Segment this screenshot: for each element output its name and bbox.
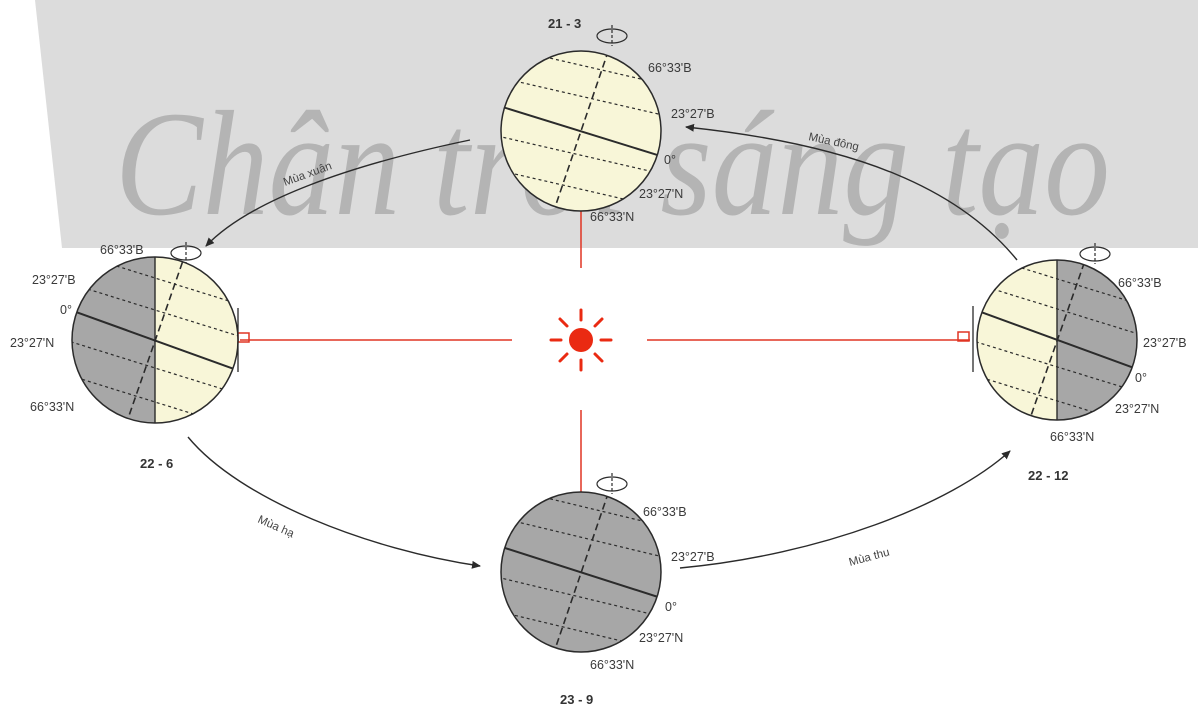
lat-label-arctic: 66°33'B	[100, 243, 144, 257]
earth-dec22: 22 - 12 66°33'B 23°27'B 0° 23°27'N 66°33…	[972, 243, 1187, 483]
lat-label-tropic-south: 23°27'N	[1115, 402, 1159, 416]
right-angle-dec22	[957, 331, 970, 342]
tropic-north-line	[501, 512, 661, 562]
lat-label-equator: 0°	[665, 600, 677, 614]
lat-label-antarctic: 66°33'N	[30, 400, 74, 414]
lat-label-antarctic: 66°33'N	[590, 210, 634, 224]
arctic-circle-line	[501, 51, 661, 89]
lat-label-antarctic: 66°33'N	[590, 658, 634, 672]
orbit-arrows	[187, 123, 1018, 569]
earth-mar21: 21 - 3 66°33'B 23°27'B 0° 23°27'N 66°33'…	[500, 16, 715, 224]
lat-label-tropic-north: 23°27'B	[32, 273, 76, 287]
lat-label-equator: 0°	[60, 303, 72, 317]
equator-line	[501, 99, 661, 163]
arctic-circle-line	[501, 492, 661, 531]
tropic-north-line	[501, 72, 661, 120]
date-label: 22 - 6	[140, 456, 173, 471]
earth-axis	[549, 51, 613, 211]
lat-label-tropic-south: 23°27'N	[639, 631, 683, 645]
lat-label-equator: 0°	[664, 153, 676, 167]
tropic-south-line	[501, 572, 661, 622]
orbit-arrow-autumn	[679, 450, 1011, 569]
lat-label-equator: 0°	[1135, 371, 1147, 385]
lat-label-tropic-south: 23°27'N	[639, 187, 683, 201]
orbit-arrow-summer	[187, 436, 481, 569]
date-label: 23 - 9	[560, 692, 593, 707]
tropic-north-line	[72, 281, 238, 339]
lat-label-tropic-north: 23°27'B	[671, 107, 715, 121]
orbit-arrow-spring	[205, 139, 471, 247]
tropic-south-line	[501, 131, 661, 179]
lat-label-tropic-north: 23°27'B	[1143, 336, 1187, 350]
antarctic-circle-line	[501, 165, 661, 211]
date-label: 21 - 3	[548, 16, 581, 31]
sun-rays-icon	[549, 308, 613, 372]
lat-label-arctic: 66°33'B	[648, 61, 692, 75]
lat-label-antarctic: 66°33'N	[1050, 430, 1094, 444]
equator-line	[501, 539, 661, 605]
earth-jun22: 22 - 6 66°33'B 23°27'B 0° 23°27'N 66°33'…	[10, 242, 239, 471]
earth-axis	[549, 492, 613, 652]
earth-sep23: 23 - 9 66°33'B 23°27'B 0° 23°27'N 66°33'…	[500, 473, 715, 707]
lat-label-tropic-north: 23°27'B	[671, 550, 715, 564]
lat-label-tropic-south: 23°27'N	[10, 336, 54, 350]
sun	[549, 308, 613, 372]
season-label-summer: Mùa hạ	[256, 514, 296, 541]
date-label: 22 - 12	[1028, 468, 1068, 483]
lat-label-arctic: 66°33'B	[1118, 276, 1162, 290]
tropic-south-line	[72, 339, 238, 397]
season-label-autumn: Mùa thu	[848, 547, 891, 569]
lat-label-arctic: 66°33'B	[643, 505, 687, 519]
orbit-arrow-winter	[685, 123, 1018, 261]
antarctic-circle-line	[501, 606, 661, 652]
sun-icon	[569, 328, 593, 352]
